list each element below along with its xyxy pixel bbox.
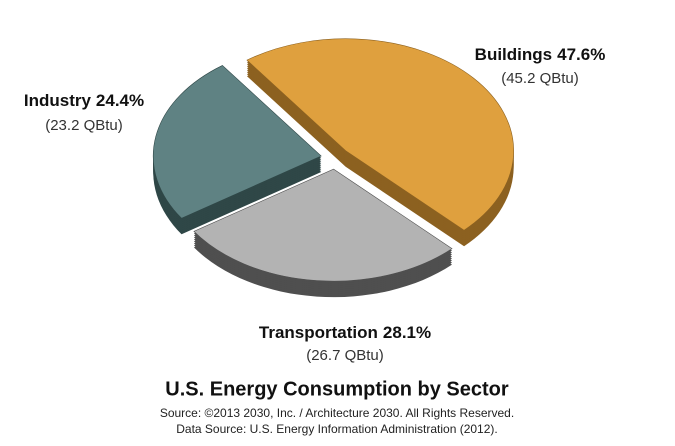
slice-label: Transportation 28.1% (259, 323, 431, 342)
slice-label: Industry 24.4% (24, 91, 144, 110)
category-label: Industry (24, 91, 92, 110)
pie-slices (152, 38, 514, 282)
value-label: 28.1% (383, 323, 431, 342)
slice-label: Buildings 47.6% (475, 45, 606, 64)
value-label: 47.6% (557, 45, 605, 64)
data-source: Data Source: U.S. Energy Information Adm… (176, 422, 498, 436)
pie-slice (152, 65, 322, 219)
qbtu-label: (26.7 QBtu) (306, 347, 384, 364)
source: Source: ©2013 2030, Inc. / Architecture … (160, 406, 514, 420)
category-label: Transportation (259, 323, 378, 342)
qbtu-label: (45.2 QBtu) (501, 70, 579, 87)
category-label: Buildings (475, 45, 552, 64)
qbtu-label: (23.2 QBtu) (45, 117, 123, 134)
chart-title: U.S. Energy Consumption by Sector (165, 378, 509, 400)
value-label: 24.4% (96, 91, 144, 110)
pie-slice (193, 168, 453, 282)
pie-slice (246, 38, 514, 231)
